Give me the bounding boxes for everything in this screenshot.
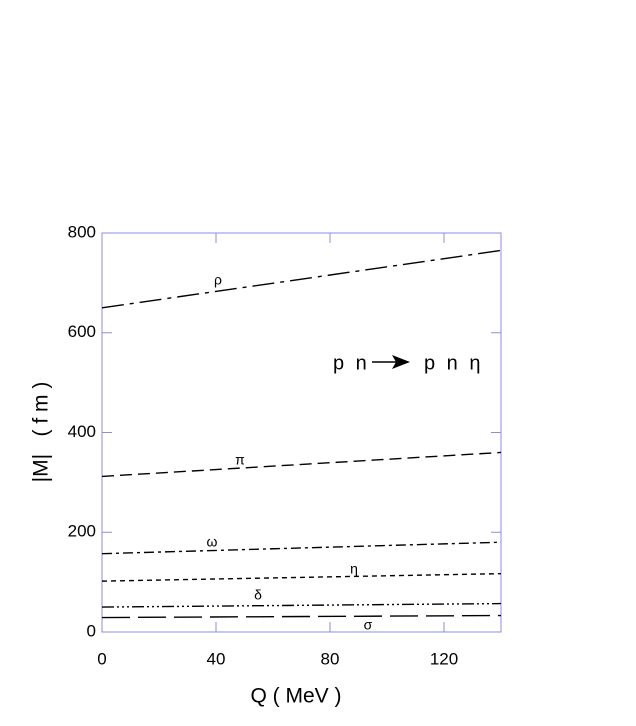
series-line	[101, 602, 502, 608]
series-line	[101, 614, 502, 619]
x-tick-label: 40	[207, 649, 226, 668]
y-tick-label: 600	[68, 322, 96, 341]
x-tick-label: 0	[97, 649, 106, 668]
y-tick-label: 0	[87, 621, 96, 640]
reaction-from: p n	[333, 352, 370, 374]
series-line	[101, 451, 502, 478]
x-tick-label: 80	[321, 649, 340, 668]
y-tick-label: 200	[68, 522, 96, 541]
y-tick-label: 800	[68, 222, 96, 241]
series-label: π	[235, 452, 245, 468]
plot-frame	[101, 232, 502, 633]
y-tick-label: 400	[68, 422, 96, 441]
series-line	[101, 249, 502, 309]
series-label: ω	[207, 534, 218, 550]
x-axis-label: Q ( MeV )	[250, 685, 341, 708]
series-label: σ	[364, 617, 373, 633]
series-label: η	[350, 561, 358, 577]
series-line	[101, 541, 502, 555]
y-axis-label: |M| ( f m )	[30, 382, 53, 483]
series-label: ρ	[214, 272, 222, 288]
reaction-arrowhead	[392, 355, 410, 369]
reaction-to: p n η	[424, 352, 483, 374]
series-label: δ	[254, 587, 262, 603]
series-line	[101, 572, 502, 582]
x-tick-label: 120	[430, 649, 458, 668]
